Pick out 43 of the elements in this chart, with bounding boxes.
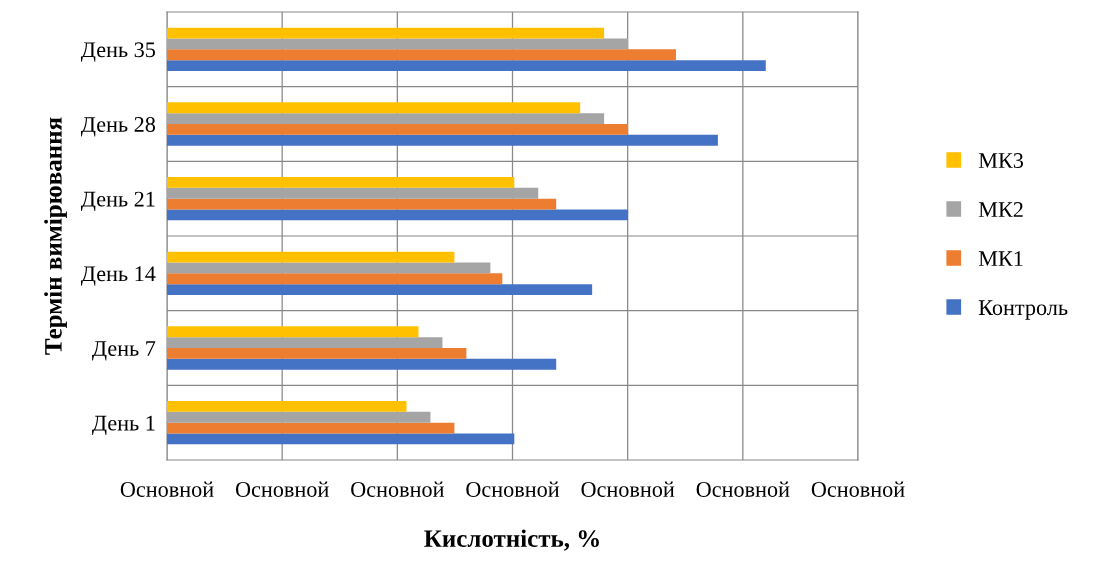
y-axis-title: Термін вимірювання: [44, 117, 67, 355]
bar: [167, 177, 515, 188]
y-tick-label: День 7: [92, 341, 156, 361]
bar: [167, 326, 419, 338]
bar: [167, 411, 431, 423]
bar: [167, 38, 629, 50]
bar: [167, 337, 443, 348]
bar: [167, 284, 593, 295]
legend-label: МК3: [978, 153, 1024, 168]
text: Основной: [696, 481, 790, 497]
bar: [167, 209, 629, 221]
y-tick-label: День 35: [80, 42, 156, 62]
y-tick-label: День 1: [92, 415, 155, 436]
y-tick-label: День 14: [80, 266, 156, 286]
bar: [167, 102, 581, 114]
bar: [167, 348, 467, 359]
bar: [167, 401, 407, 412]
text: Основной: [351, 481, 444, 497]
bar: [167, 124, 629, 135]
bar: [167, 187, 539, 199]
text: Основной: [466, 481, 560, 497]
bar: [167, 262, 491, 274]
bar: [167, 134, 718, 146]
x-axis-title: Кислотність, %: [424, 529, 599, 551]
bar: [167, 273, 503, 285]
text: Основной: [235, 481, 329, 497]
y-tick-label: День 21: [80, 191, 155, 212]
bar: [167, 198, 557, 210]
text: Основной: [581, 481, 675, 497]
bar: [167, 358, 557, 370]
legend-label: Контроль: [978, 300, 1068, 320]
bar: [167, 60, 766, 71]
text: Основной: [811, 481, 905, 497]
legend-label: МК2: [978, 202, 1023, 217]
bar: [167, 433, 515, 445]
bar: [167, 113, 605, 124]
y-tick-label: День 28: [80, 116, 156, 137]
bar: [167, 49, 676, 61]
bar: [167, 251, 455, 263]
text: Основной: [120, 481, 214, 497]
bar: [167, 27, 605, 39]
legend-label: МК1: [978, 251, 1023, 266]
bar: [167, 422, 455, 434]
